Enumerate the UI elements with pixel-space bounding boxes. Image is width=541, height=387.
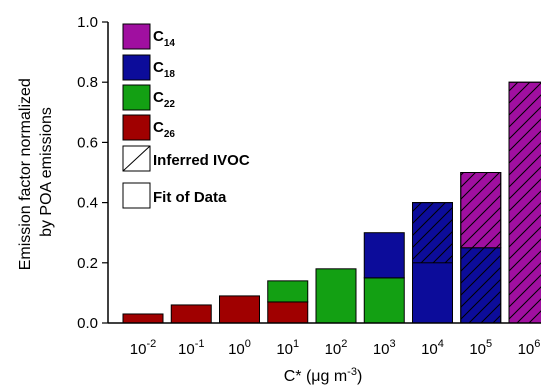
x-tick-label: 106 (518, 338, 541, 358)
x-tick-label: 105 (469, 338, 492, 358)
legend-label-inferred-ivoc: Inferred IVOC (153, 152, 250, 169)
bar-c26--2 (122, 313, 164, 324)
legend-hatch-stroke (122, 145, 151, 172)
x-tick-label: 103 (373, 338, 396, 358)
bar-c22-1 (267, 280, 309, 303)
y-tick-label: 0.0 (77, 315, 98, 332)
x-tick-label: 104 (421, 338, 444, 358)
bar-c22-2 (315, 268, 357, 324)
x-tick-label: 10-2 (130, 338, 156, 358)
bar-c18-3 (363, 232, 405, 279)
y-tick-label: 1.0 (77, 14, 98, 31)
y-axis-title: Emission factor normalized by POA emissi… (17, 74, 55, 271)
x-ticks: 10-2 10-1 100 101 102 103 104 105 106 (130, 338, 541, 358)
x-tick-label: 102 (325, 338, 348, 358)
legend-swatch-c18 (122, 54, 151, 81)
legend-label-c26: C26 (153, 119, 175, 140)
legend-swatch-c22 (122, 84, 151, 111)
legend-swatch-c26 (122, 114, 151, 141)
legend-swatch-c14 (122, 23, 151, 50)
legend-label-c14: C14 (153, 28, 175, 49)
hatch-5 (460, 172, 502, 324)
x-axis-title: C* (μg m-3) (284, 366, 363, 385)
y-tick-label: 0.6 (77, 134, 98, 151)
y-tick-label: 0.4 (77, 195, 98, 212)
hatch-layer (412, 81, 541, 324)
hatch-6 (508, 81, 541, 324)
bar-c26-0 (219, 295, 260, 324)
legend-label-c18: C18 (153, 59, 175, 80)
legend-label-fit-of-data: Fit of Data (153, 189, 227, 206)
y-tick-label: 0.8 (77, 74, 98, 91)
legend-swatch-fit-of-data (122, 182, 151, 209)
x-tick-label: 101 (276, 338, 299, 358)
legend-label-c22: C22 (153, 89, 175, 110)
hatch-4 (412, 202, 453, 264)
y-ticks: 0.0 0.2 0.4 0.6 0.8 1.0 (77, 14, 108, 332)
x-tick-label: 10-1 (178, 338, 204, 358)
bar-c22-3 (363, 277, 405, 324)
y-tick-label: 0.2 (77, 255, 98, 272)
bar-c26-1 (267, 301, 309, 324)
bar-c26--1 (170, 304, 212, 324)
x-tick-label: 100 (228, 338, 251, 358)
legend: C14 C18 C22 C26 Inferred IVOC Fit of Data (122, 23, 250, 209)
